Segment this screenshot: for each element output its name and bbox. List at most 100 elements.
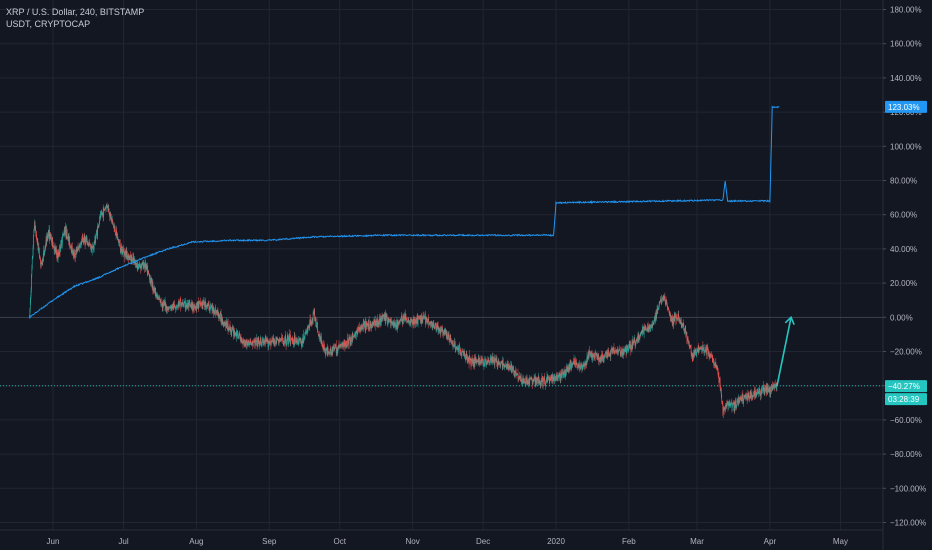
chart-legend: XRP / U.S. Dollar, 240, BITSTAMP USDT, C… xyxy=(6,6,144,30)
candle xyxy=(43,249,45,258)
candle xyxy=(675,312,677,319)
candle xyxy=(719,377,720,384)
candle xyxy=(439,328,441,333)
candle xyxy=(211,304,213,308)
candle xyxy=(573,357,574,365)
candle xyxy=(592,353,594,361)
candle xyxy=(348,339,349,346)
candle xyxy=(639,335,640,340)
countdown-label: 03:28:39 xyxy=(888,395,920,404)
candle xyxy=(170,304,171,311)
candle xyxy=(208,301,209,306)
candle xyxy=(407,317,408,322)
candle xyxy=(742,390,744,402)
candle xyxy=(351,336,353,347)
projection-arrow xyxy=(776,315,795,387)
candle xyxy=(378,320,380,328)
candle xyxy=(417,312,419,325)
candle xyxy=(531,377,533,385)
candle xyxy=(635,337,637,343)
candle xyxy=(347,333,349,341)
candle xyxy=(116,231,118,239)
candle xyxy=(625,345,627,353)
candle xyxy=(249,343,251,348)
last-value-label: −40.27% xyxy=(888,382,920,391)
candle xyxy=(478,353,479,366)
candle xyxy=(582,366,583,372)
candle xyxy=(206,305,207,308)
candle xyxy=(58,251,60,256)
candle xyxy=(530,377,531,381)
candle xyxy=(321,340,323,348)
candle xyxy=(683,327,685,335)
candle xyxy=(498,359,500,366)
candle xyxy=(562,368,564,375)
candle xyxy=(113,226,115,228)
candle xyxy=(599,357,600,363)
candle xyxy=(92,242,93,249)
candle xyxy=(188,299,190,303)
candle xyxy=(594,356,596,360)
candle xyxy=(362,327,364,330)
candle xyxy=(343,339,345,347)
candle xyxy=(670,311,671,322)
candle xyxy=(182,299,184,307)
x-tick-label: Nov xyxy=(406,537,420,546)
candle xyxy=(285,339,287,350)
legend-main-symbol[interactable]: XRP / U.S. Dollar, 240, BITSTAMP xyxy=(6,7,145,17)
legend-compare-symbol[interactable]: USDT, CRYPTOCAP xyxy=(6,19,91,29)
candle xyxy=(702,341,704,350)
candle xyxy=(717,366,719,375)
candle xyxy=(662,295,664,301)
candle xyxy=(365,318,367,330)
candle xyxy=(726,403,728,409)
candle xyxy=(394,318,395,327)
candle xyxy=(652,323,653,328)
candle xyxy=(547,373,549,382)
candle xyxy=(760,392,762,400)
candle xyxy=(150,275,151,286)
candle xyxy=(89,242,91,246)
candle xyxy=(737,397,738,406)
candle xyxy=(551,376,553,383)
candle xyxy=(528,377,530,388)
candle xyxy=(386,313,388,322)
candle xyxy=(742,393,743,404)
candle xyxy=(172,301,174,311)
candle xyxy=(554,374,555,385)
candle xyxy=(119,239,120,247)
candle xyxy=(146,262,147,271)
candle xyxy=(345,340,347,348)
candle xyxy=(748,395,750,401)
candle xyxy=(393,322,395,329)
candle xyxy=(177,303,179,306)
candle xyxy=(655,309,657,319)
candle xyxy=(180,302,182,308)
candle xyxy=(509,362,510,369)
candle xyxy=(320,332,322,345)
candle xyxy=(388,316,390,323)
candle xyxy=(36,237,38,246)
candle xyxy=(268,340,270,344)
candle xyxy=(588,351,590,361)
candle xyxy=(242,340,244,349)
candle xyxy=(249,338,251,346)
candle xyxy=(336,349,337,357)
candle xyxy=(543,376,544,385)
candle xyxy=(536,378,537,386)
candle xyxy=(141,261,143,265)
candle xyxy=(96,229,98,232)
candle xyxy=(482,356,483,360)
candle xyxy=(35,225,37,237)
candle xyxy=(303,335,305,342)
candle xyxy=(175,304,177,312)
candle xyxy=(658,307,659,310)
candle xyxy=(132,260,133,263)
candle xyxy=(606,350,608,359)
candle xyxy=(567,364,569,371)
candle xyxy=(713,357,715,369)
candle xyxy=(570,359,571,370)
candle xyxy=(538,376,540,386)
candle xyxy=(366,322,368,331)
